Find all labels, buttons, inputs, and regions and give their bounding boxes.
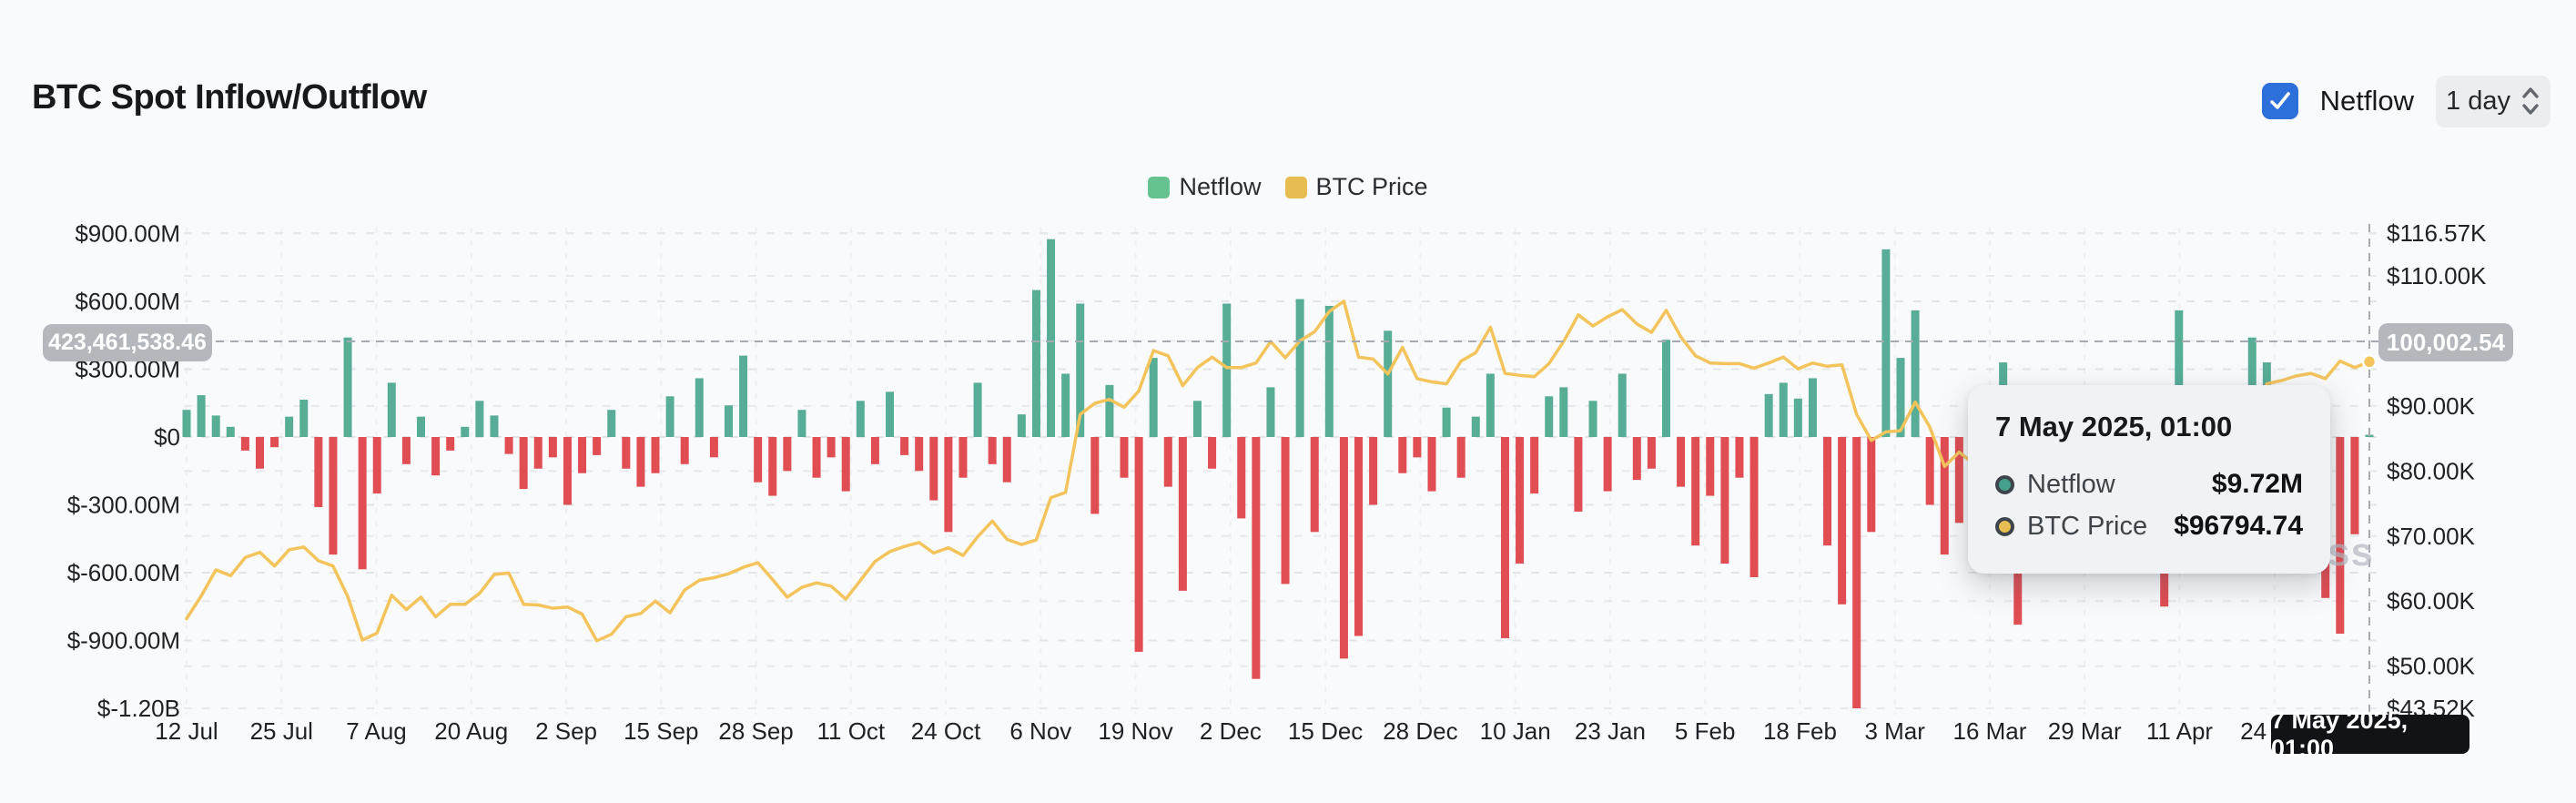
tooltip-date: 7 May 2025, 01:00: [1995, 411, 2233, 442]
chart-legend: Netflow BTC Price: [0, 173, 2576, 201]
btc-price-marker-icon: [1995, 516, 2014, 536]
svg-text:$60.00K: $60.00K: [2387, 587, 2476, 615]
netflow-swatch-icon: [1148, 176, 1171, 198]
netflow-toggle-label: Netflow: [2319, 85, 2414, 117]
interval-select[interactable]: 1 day: [2436, 75, 2551, 127]
tooltip-netflow-value: $9.72M: [2211, 469, 2303, 499]
hovered-price-dot: [2361, 354, 2378, 370]
crosshair-left-axis-badge: 423,461,538.46: [43, 324, 212, 361]
svg-text:$50.00K: $50.00K: [2387, 653, 2476, 680]
netflow-checkbox[interactable]: [2261, 83, 2298, 119]
svg-text:2 Dec: 2 Dec: [1200, 717, 1262, 745]
svg-text:6 Nov: 6 Nov: [1009, 717, 1071, 745]
svg-text:$70.00K: $70.00K: [2387, 523, 2476, 550]
legend-netflow-label: Netflow: [1179, 173, 1262, 200]
svg-text:24 Oct: 24 Oct: [911, 717, 981, 745]
tooltip-netflow-label: Netflow: [2027, 469, 2115, 499]
svg-text:$0: $0: [154, 423, 180, 451]
crosshair-lines: [187, 224, 2378, 717]
select-arrows-icon: [2522, 87, 2539, 115]
svg-text:$-300.00M: $-300.00M: [67, 492, 180, 519]
page-title: BTC Spot Inflow/Outflow: [32, 78, 427, 117]
svg-text:18 Feb: 18 Feb: [1763, 717, 1837, 745]
legend-btc-price-label: BTC Price: [1315, 173, 1428, 200]
svg-text:3 Mar: 3 Mar: [1864, 717, 1925, 745]
svg-text:$-900.00M: $-900.00M: [67, 627, 180, 655]
tooltip-btc-price-label: BTC Price: [2027, 511, 2148, 541]
svg-text:19 Nov: 19 Nov: [1098, 717, 1172, 745]
svg-text:$90.00K: $90.00K: [2387, 392, 2476, 420]
svg-text:$600.00M: $600.00M: [75, 288, 180, 315]
svg-text:11 Oct: 11 Oct: [816, 717, 885, 745]
svg-text:25 Jul: 25 Jul: [250, 717, 313, 745]
checkmark-icon: [2269, 92, 2290, 109]
svg-text:$110.00K: $110.00K: [2387, 262, 2487, 290]
crosshair-right-axis-badge: 100,002.54: [2378, 323, 2513, 361]
svg-text:23 Jan: 23 Jan: [1575, 717, 1646, 745]
svg-text:15 Dec: 15 Dec: [1288, 717, 1363, 745]
legend-item-netflow[interactable]: Netflow: [1148, 173, 1262, 201]
interval-select-value: 1 day: [2446, 86, 2510, 116]
svg-text:28 Sep: 28 Sep: [718, 717, 793, 745]
netflow-marker-icon: [1995, 474, 2014, 494]
btc-price-swatch-icon: [1284, 176, 1307, 198]
svg-text:$900.00M: $900.00M: [75, 220, 180, 248]
svg-text:7 Aug: 7 Aug: [346, 717, 407, 745]
svg-text:$80.00K: $80.00K: [2387, 457, 2476, 484]
svg-text:16 Mar: 16 Mar: [1952, 717, 2026, 745]
tooltip-row-btc-price: BTC Price $96794.74: [1995, 511, 2303, 542]
svg-text:11 Apr: 11 Apr: [2146, 717, 2214, 745]
svg-text:$116.57K: $116.57K: [2387, 219, 2487, 247]
svg-text:20 Aug: 20 Aug: [434, 717, 508, 745]
chart-tooltip: 7 May 2025, 01:00 Netflow $9.72M BTC Pri…: [1968, 385, 2330, 574]
tooltip-row-netflow: Netflow $9.72M: [1995, 469, 2303, 500]
tooltip-btc-price-value: $96794.74: [2174, 511, 2303, 541]
svg-text:15 Sep: 15 Sep: [624, 717, 698, 745]
svg-text:$-600.00M: $-600.00M: [67, 559, 180, 586]
svg-text:10 Jan: 10 Jan: [1480, 717, 1551, 745]
svg-text:2 Sep: 2 Sep: [535, 717, 597, 745]
svg-text:5 Feb: 5 Feb: [1675, 717, 1736, 745]
legend-item-btc-price[interactable]: BTC Price: [1284, 173, 1428, 201]
svg-text:$-1.20B: $-1.20B: [97, 695, 180, 722]
svg-text:28 Dec: 28 Dec: [1383, 717, 1457, 745]
svg-text:12 Jul: 12 Jul: [155, 717, 218, 745]
header-controls: Netflow 1 day: [2261, 75, 2551, 127]
crosshair-date-badge: 7 May 2025, 01:00: [2271, 706, 2470, 762]
svg-text:29 Mar: 29 Mar: [2048, 717, 2122, 745]
